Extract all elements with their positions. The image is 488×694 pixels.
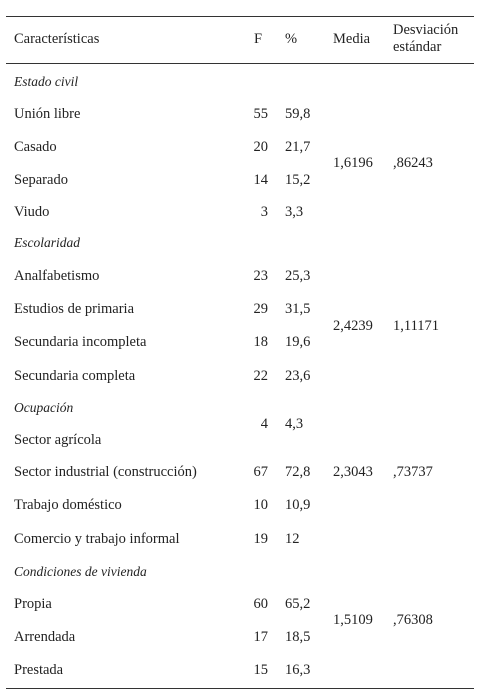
pct-cell: 23,6 (285, 368, 311, 384)
row-label: Prestada (14, 662, 64, 678)
pct-cell: 10,9 (285, 497, 311, 513)
pct-cell: 25,3 (285, 268, 311, 284)
row-label: Arrendada (14, 629, 76, 645)
group-title: Escolaridad (14, 235, 80, 250)
pct-cell: 18,5 (285, 629, 311, 645)
row-label: Secundaria completa (14, 368, 136, 384)
freq-cell: 20 (253, 139, 269, 155)
media-cell: 1,6196 (333, 155, 373, 171)
pct-cell: 19,6 (285, 334, 311, 350)
group-title: Estado civil (14, 74, 79, 89)
media-cell: 2,4239 (333, 318, 373, 334)
pct-cell: 31,5 (285, 301, 311, 317)
sd-cell: 1,11171 (393, 318, 440, 334)
pct-cell: 21,7 (285, 139, 311, 155)
top-rule (6, 16, 474, 17)
pct-cell: 4,3 (285, 416, 304, 432)
row-label: Analfabetismo (14, 268, 100, 284)
header-cell: % (285, 31, 298, 47)
header-rule (6, 63, 474, 64)
row-label: Casado (14, 139, 57, 155)
bottom-rule (6, 688, 474, 689)
freq-cell: 55 (253, 106, 269, 122)
group-title: Condiciones de vivienda (14, 564, 147, 579)
group-title: Ocupación (14, 400, 74, 415)
freq-cell: 4 (260, 416, 268, 432)
row-label: Unión libre (14, 106, 81, 122)
pct-cell: 3,3 (285, 204, 304, 220)
row-label: Sector industrial (construcción) (14, 464, 197, 480)
header-cell: Desviación estándar (393, 22, 459, 55)
pct-cell: 65,2 (285, 596, 311, 612)
pct-cell: 12 (285, 531, 300, 547)
media-cell: 2,3043 (333, 464, 373, 480)
pct-cell: 15,2 (285, 172, 311, 188)
pct-cell: 59,8 (285, 106, 311, 122)
freq-cell: 3 (260, 204, 268, 220)
row-label: Trabajo doméstico (14, 497, 122, 513)
media-cell: 1,5109 (333, 612, 373, 628)
freq-cell: 19 (253, 531, 269, 547)
row-label: Estudios de primaria (14, 301, 135, 317)
row-label: Separado (14, 172, 68, 188)
freq-cell: 18 (253, 334, 269, 350)
row-label: Propia (14, 596, 52, 612)
freq-cell: 15 (253, 662, 269, 678)
freq-cell: 17 (253, 629, 269, 645)
header-cell: Media (333, 31, 371, 47)
row-label: Viudo (14, 204, 50, 220)
freq-cell: 23 (253, 268, 269, 284)
header-cell: F (254, 31, 263, 47)
freq-cell: 22 (253, 368, 269, 384)
header-cell: Características (14, 31, 100, 47)
row-label: Sector agrícola (14, 432, 102, 448)
row-label: Comercio y trabajo informal (14, 531, 180, 547)
pct-cell: 16,3 (285, 662, 311, 678)
pct-cell: 72,8 (285, 464, 311, 480)
freq-cell: 60 (253, 596, 269, 612)
freq-cell: 67 (253, 464, 269, 480)
freq-cell: 29 (253, 301, 269, 317)
sd-cell: ,86243 (393, 155, 433, 171)
freq-cell: 10 (253, 497, 269, 513)
sd-cell: ,76308 (393, 612, 433, 628)
freq-cell: 14 (253, 172, 269, 188)
row-label: Secundaria incompleta (14, 334, 147, 350)
sd-cell: ,73737 (393, 464, 433, 480)
